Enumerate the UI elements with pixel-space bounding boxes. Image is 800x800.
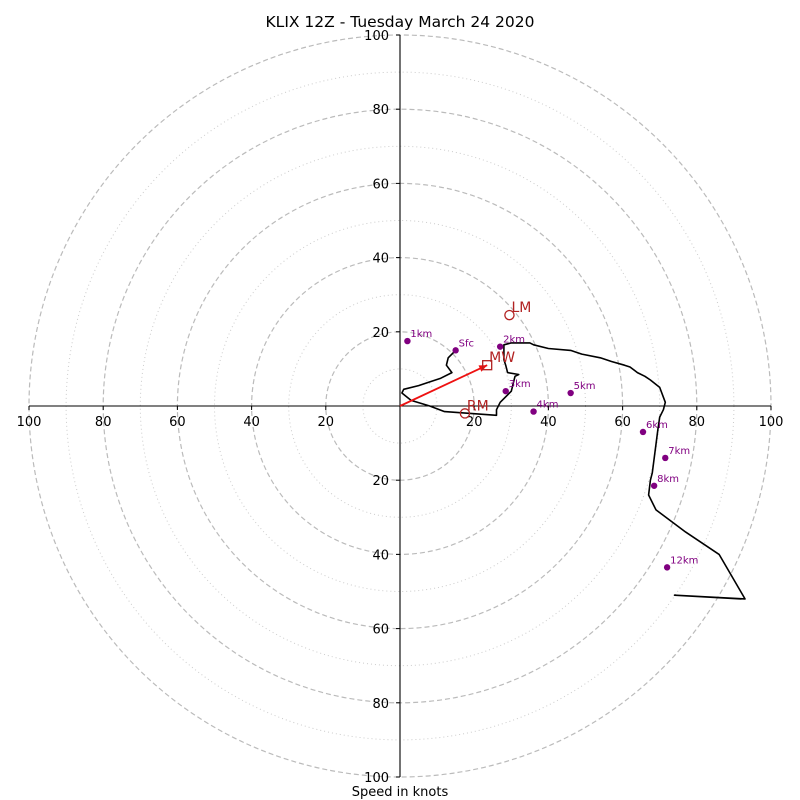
y-tick-label: 80 [372, 103, 389, 118]
x-tick-label: 60 [169, 415, 186, 430]
height-marker-5km [567, 389, 574, 397]
x-axis-label: Speed in knots [352, 785, 449, 800]
storm-motion-label-MW: MW [489, 350, 515, 366]
y-tick-label: 80 [372, 697, 389, 712]
mean-wind-arrow-shaft [399, 364, 488, 407]
height-marker-8km [650, 482, 658, 489]
height-label-8km: 8km [657, 474, 679, 485]
height-label-12km: 12km [670, 555, 698, 566]
x-tick-label: 80 [95, 415, 112, 430]
height-label-3km: 3km [509, 379, 531, 390]
height-markers: Sfc 1km 2km 3km 4km 5km 6km 7km 8km 12km [404, 329, 698, 571]
tick-labels: 100 100 80 80 60 60 40 40 20 20 20 20 40 40 60 60 80 80 10… [17, 29, 784, 786]
height-marker-4km [530, 408, 537, 415]
x-tick-label: 60 [614, 415, 631, 430]
height-marker-6km [639, 428, 647, 436]
y-tick-label: 20 [372, 474, 389, 489]
height-marker-1km [404, 337, 411, 345]
storm-motion-label-LM: LM [511, 300, 531, 316]
y-tick-label: 40 [372, 252, 389, 267]
height-marker-12km [663, 564, 671, 571]
height-label-1km: 1km [410, 329, 432, 340]
height-label-7km: 7km [668, 446, 690, 457]
height-label-4km: 4km [537, 400, 559, 411]
y-tick-label: 40 [372, 548, 389, 563]
height-marker-2km [496, 343, 504, 350]
height-label-5km: 5km [574, 381, 596, 392]
x-tick-label: 20 [466, 415, 483, 430]
x-tick-label: 100 [17, 415, 42, 430]
y-tick-label: 100 [364, 771, 389, 786]
storm-motion-label-RM: RM [467, 398, 489, 414]
x-tick-label: 40 [540, 415, 557, 430]
y-tick-label: 100 [364, 29, 389, 44]
storm-motion-marker-MW [482, 360, 493, 371]
height-label-Sfc: Sfc [459, 338, 474, 349]
height-marker-Sfc [452, 347, 459, 354]
x-tick-label: 100 [759, 415, 784, 430]
y-tick-label: 60 [372, 177, 389, 192]
height-marker-7km [662, 454, 669, 462]
x-tick-label: 20 [318, 415, 335, 430]
chart-title: KLIX 12Z - Tuesday March 24 2020 [266, 13, 535, 31]
x-tick-label: 80 [689, 415, 706, 430]
x-tick-label: 40 [243, 415, 260, 430]
height-label-6km: 6km [646, 420, 668, 431]
y-tick-label: 60 [372, 623, 389, 638]
storm-motion-marker-RM [459, 408, 471, 419]
storm-motion-markers: LM MW RM [459, 300, 531, 419]
height-label-2km: 2km [503, 335, 525, 346]
storm-motion-marker-LM [504, 309, 515, 321]
height-marker-3km [502, 387, 509, 395]
y-tick-label: 20 [372, 326, 389, 341]
